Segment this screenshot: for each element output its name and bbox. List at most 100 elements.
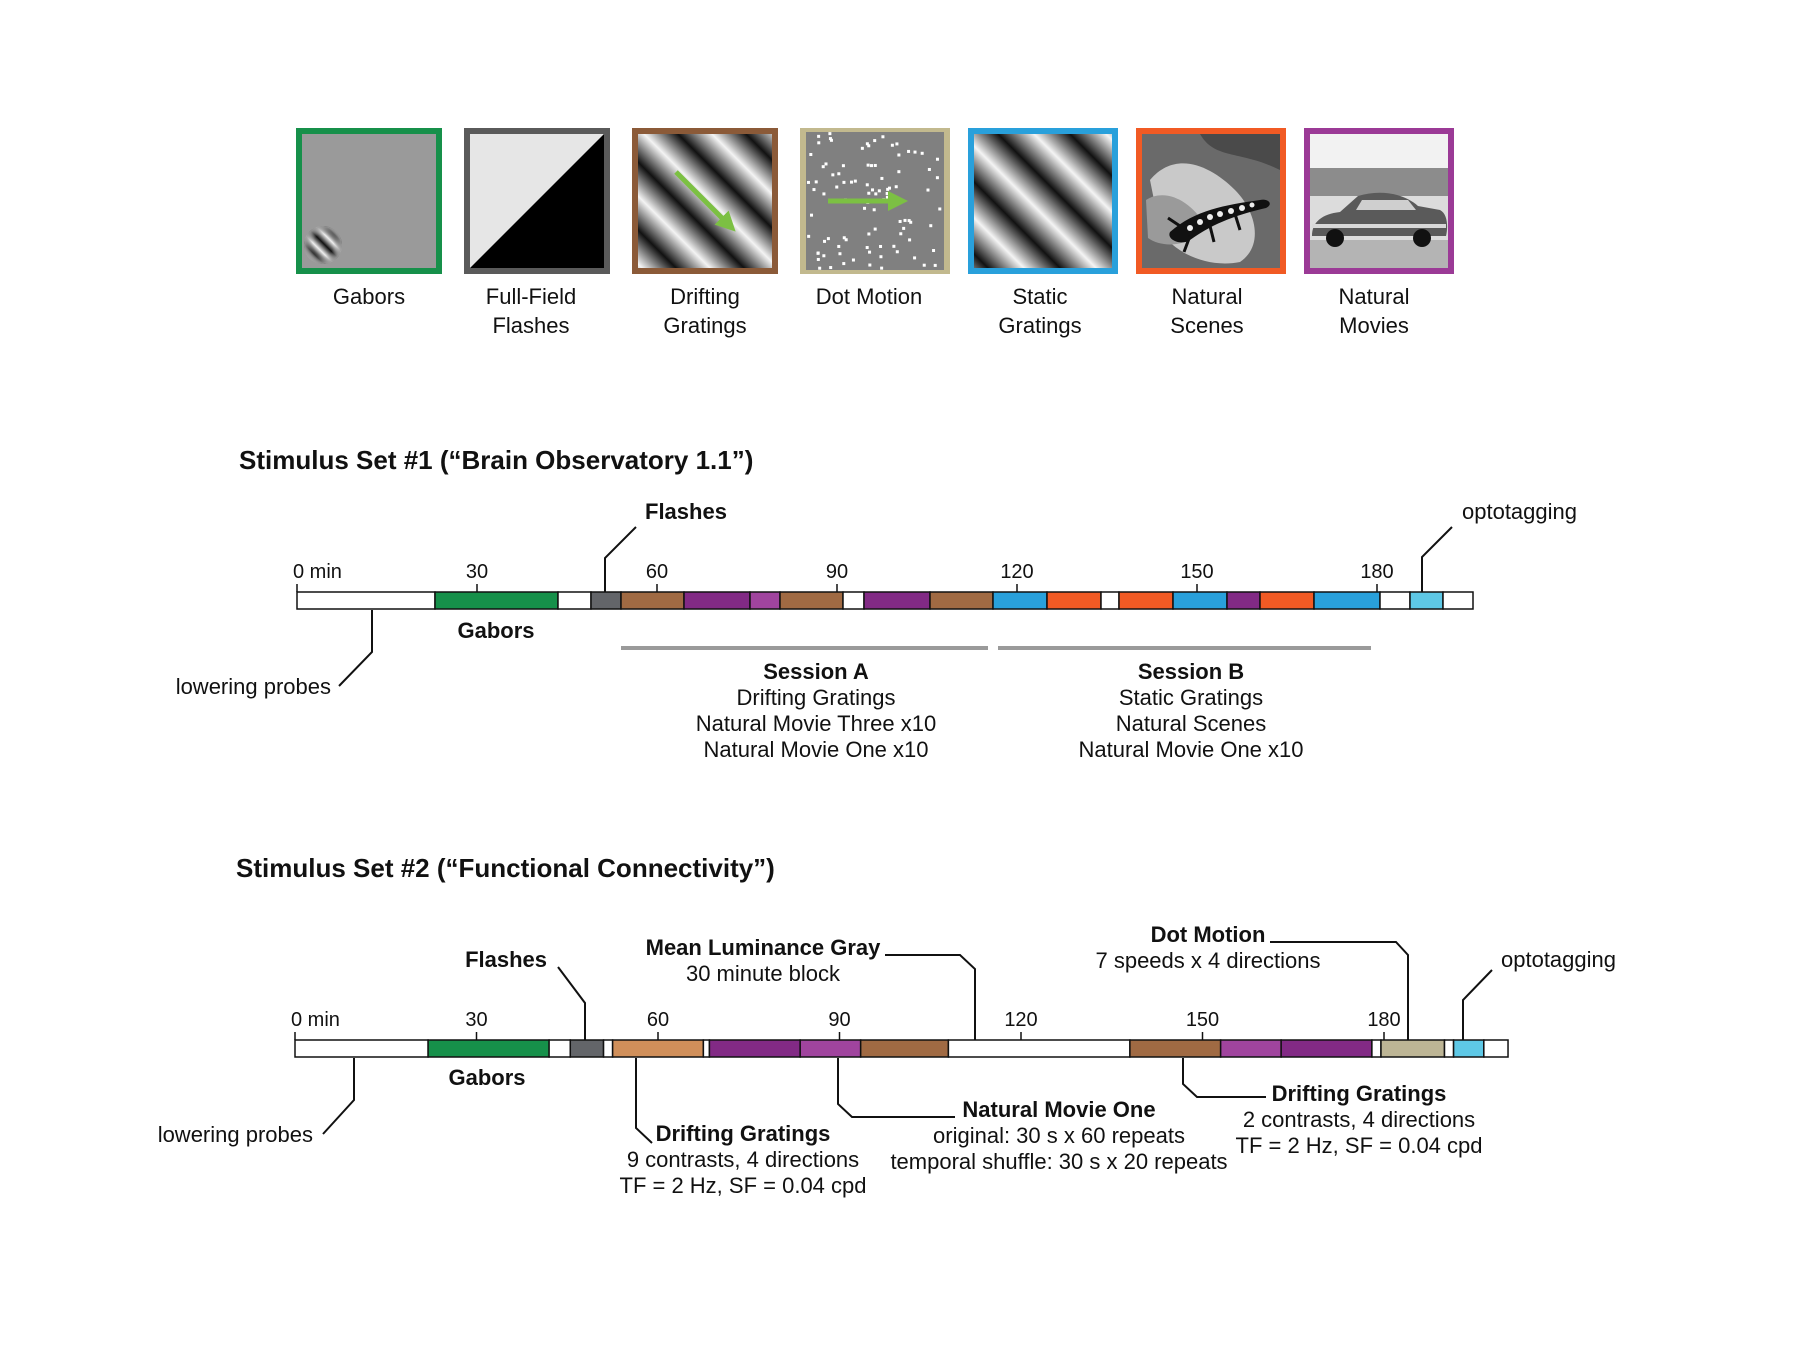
- set2-timeline-bar: [294, 1039, 1509, 1058]
- set1-segment-21: [1442, 591, 1474, 610]
- legend-drifting-gratings: [632, 128, 778, 274]
- dot-field-dot: [842, 262, 846, 266]
- dot-field-dot: [838, 252, 842, 256]
- dot-field-dot: [873, 139, 877, 143]
- dot-field-dot: [908, 238, 912, 242]
- dot-field-dot: [920, 151, 924, 155]
- dot-field-dot: [895, 142, 899, 146]
- set1-lowering-label: lowering probes: [176, 674, 331, 699]
- set1-tick-label-1: 30: [466, 561, 488, 583]
- dot-field-dot: [863, 206, 867, 210]
- set2-segment-15: [1380, 1039, 1446, 1058]
- dot-field-dot: [907, 149, 911, 153]
- set2-nm1-line-1: original: 30 s x 60 repeats: [933, 1123, 1185, 1148]
- set2-gabors-label: Gabors: [448, 1065, 525, 1090]
- dot-field-dot: [853, 179, 857, 183]
- dot-field-dot: [897, 153, 901, 157]
- set2-dg1-title: Drifting Gratings: [656, 1121, 831, 1146]
- set2-mean-gray-title: Mean Luminance Gray: [646, 935, 882, 960]
- set2-lowering-leader: [322, 1058, 355, 1135]
- dot-field-dot: [886, 187, 890, 191]
- set2-tick-label-4: 120: [1004, 1009, 1037, 1031]
- set1-tick-label-5: 150: [1180, 561, 1213, 583]
- dot-field-dot: [870, 164, 874, 168]
- dot-field-dot: [885, 191, 889, 195]
- dot-field-dot: [835, 185, 839, 189]
- set1-segment-15: [1172, 591, 1228, 610]
- lizard-photo-icon: [1142, 134, 1280, 268]
- dot-field-dot: [913, 256, 917, 260]
- dot-field-dot: [926, 188, 930, 192]
- legend-natural-scenes: [1136, 128, 1286, 274]
- set1-title: Stimulus Set #1 (“Brain Observatory 1.1”…: [239, 445, 753, 475]
- dot-field-dot: [818, 266, 822, 270]
- dot-field-dot: [829, 138, 833, 142]
- set1-segment-13: [1100, 591, 1120, 610]
- dot-field-dot: [898, 219, 902, 223]
- dot-field-dot: [809, 153, 813, 157]
- dot-field-dot: [837, 172, 841, 176]
- set2-segment-11: [1129, 1039, 1222, 1058]
- dot-field-dot: [935, 157, 939, 161]
- set2-segment-16: [1443, 1039, 1455, 1058]
- set2-tick-label-2: 60: [647, 1009, 669, 1031]
- set1-gabors-label: Gabors: [457, 618, 534, 643]
- set2-dg1-leader: [635, 1058, 653, 1144]
- set1-timeline-bar: [296, 591, 1474, 610]
- dot-field-dot: [807, 234, 811, 238]
- dot-field-dot: [842, 236, 846, 240]
- dot-field-dot: [868, 250, 872, 254]
- set2-mean-gray-sub: 30 minute block: [686, 961, 841, 986]
- set1-segment-17: [1259, 591, 1315, 610]
- set2-segment-6: [702, 1039, 711, 1058]
- set1-segment-2: [557, 591, 592, 610]
- set2-tick-label-6: 180: [1367, 1009, 1400, 1031]
- session-b-line-1: Static Gratings: [1119, 685, 1263, 710]
- set1-optotagging-leader: [1421, 526, 1453, 592]
- set1-segment-19: [1379, 591, 1411, 610]
- stimulus-legend: Gabors Full-Field Flashes Drifting Grati…: [296, 128, 1454, 338]
- set2-segment-14: [1371, 1039, 1382, 1058]
- set1-segment-8: [842, 591, 865, 610]
- legend-full-field-flashes: [464, 128, 610, 274]
- set1-segment-0: [296, 591, 436, 610]
- session-b-line-3: Natural Movie One x10: [1079, 737, 1304, 762]
- set2-segment-18: [1483, 1039, 1509, 1058]
- set2-dg1-line-1: 9 contrasts, 4 directions: [627, 1147, 859, 1172]
- session-a-line-2: Natural Movie Three x10: [696, 711, 937, 736]
- dot-field-dot: [806, 180, 810, 184]
- set2-optotagging-leader: [1462, 969, 1493, 1040]
- legend-label-movies-2: Movies: [1339, 313, 1409, 338]
- dot-field-dot: [822, 254, 826, 258]
- dot-field-dot: [828, 137, 832, 141]
- set2-dg2-line-1: 2 contrasts, 4 directions: [1243, 1107, 1475, 1132]
- set2-dot-motion-sub: 7 speeds x 4 directions: [1095, 948, 1320, 973]
- set1-segment-12: [1046, 591, 1102, 610]
- set2-dg2-line-2: TF = 2 Hz, SF = 0.04 cpd: [1236, 1133, 1483, 1158]
- dot-field-dot: [831, 173, 835, 177]
- session-b-line-2: Natural Scenes: [1116, 711, 1266, 736]
- set1-flashes-leader: [604, 526, 637, 592]
- set2-dg2-leader: [1182, 1058, 1266, 1098]
- set2-lowering-label: lowering probes: [158, 1122, 313, 1147]
- dot-field-dot: [826, 237, 830, 241]
- set2-segment-1: [427, 1039, 550, 1058]
- set1-tick-label-3: 90: [826, 561, 848, 583]
- dot-field-dot: [829, 266, 833, 270]
- dot-field-dot: [899, 232, 903, 236]
- dot-field-dot: [814, 180, 818, 184]
- set2-tick-label-5: 150: [1186, 1009, 1219, 1031]
- set2-segment-2: [548, 1039, 572, 1058]
- legend-label-dot-motion: Dot Motion: [816, 284, 922, 309]
- dot-field-dot: [932, 249, 936, 253]
- dot-field-dot: [902, 226, 906, 230]
- set1-segment-6: [749, 591, 781, 610]
- dot-field-dot: [812, 188, 816, 192]
- set1-segment-20: [1409, 591, 1444, 610]
- set2-segment-17: [1452, 1039, 1485, 1058]
- session-a-title: Session A: [763, 659, 869, 684]
- set2-dg2-title: Drifting Gratings: [1272, 1081, 1447, 1106]
- set1-tick-label-6: 180: [1360, 561, 1393, 583]
- set2-segment-7: [708, 1039, 801, 1058]
- set1-segment-10: [929, 591, 994, 610]
